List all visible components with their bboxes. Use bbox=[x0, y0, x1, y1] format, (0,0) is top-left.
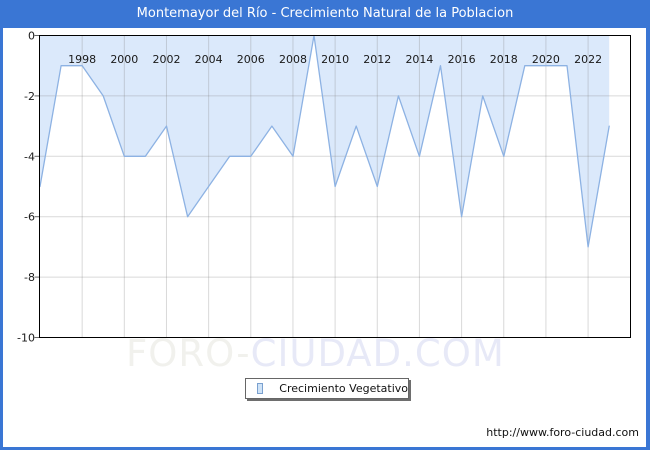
watermark-part1: FORO- bbox=[126, 332, 251, 375]
frame-border-right bbox=[646, 28, 650, 450]
page-title: Montemayor del Río - Crecimiento Natural… bbox=[0, 0, 650, 28]
footer-url: http://www.foro-ciudad.com bbox=[486, 426, 639, 439]
y-tick-label: -10 bbox=[17, 332, 35, 345]
y-tick-label: -6 bbox=[24, 211, 35, 224]
x-tick-label: 2014 bbox=[405, 53, 433, 66]
y-tick-label: 0 bbox=[28, 30, 35, 43]
legend-area-swatch-icon bbox=[257, 383, 264, 394]
frame-border-bottom bbox=[0, 447, 650, 450]
x-tick-label: 2020 bbox=[532, 53, 560, 66]
x-tick-label: 2008 bbox=[279, 53, 307, 66]
x-tick-label: 2012 bbox=[363, 53, 391, 66]
legend: Crecimiento Vegetativo bbox=[245, 378, 409, 399]
watermark-part2: CIUDAD.COM bbox=[250, 332, 505, 375]
x-tick-label: 2010 bbox=[321, 53, 349, 66]
x-tick-label: 2004 bbox=[195, 53, 223, 66]
legend-label: Crecimiento Vegetativo bbox=[279, 382, 408, 395]
x-tick-label: 2002 bbox=[152, 53, 180, 66]
y-tick-label: -2 bbox=[24, 90, 35, 103]
frame-border-left bbox=[0, 28, 3, 450]
x-tick-label: 2006 bbox=[237, 53, 265, 66]
y-tick-label: -8 bbox=[24, 271, 35, 284]
series-line bbox=[39, 34, 610, 248]
y-tick-label: -4 bbox=[24, 150, 35, 163]
x-tick-label: 2018 bbox=[490, 53, 518, 66]
plot-border bbox=[39, 35, 631, 338]
area-fill bbox=[40, 35, 610, 247]
watermark: FORO-CIUDAD.COM bbox=[126, 332, 505, 375]
x-tick-label: 1998 bbox=[68, 53, 96, 66]
x-tick-label: 2022 bbox=[574, 53, 602, 66]
x-tick-label: 2000 bbox=[110, 53, 138, 66]
x-tick-label: 2016 bbox=[448, 53, 476, 66]
